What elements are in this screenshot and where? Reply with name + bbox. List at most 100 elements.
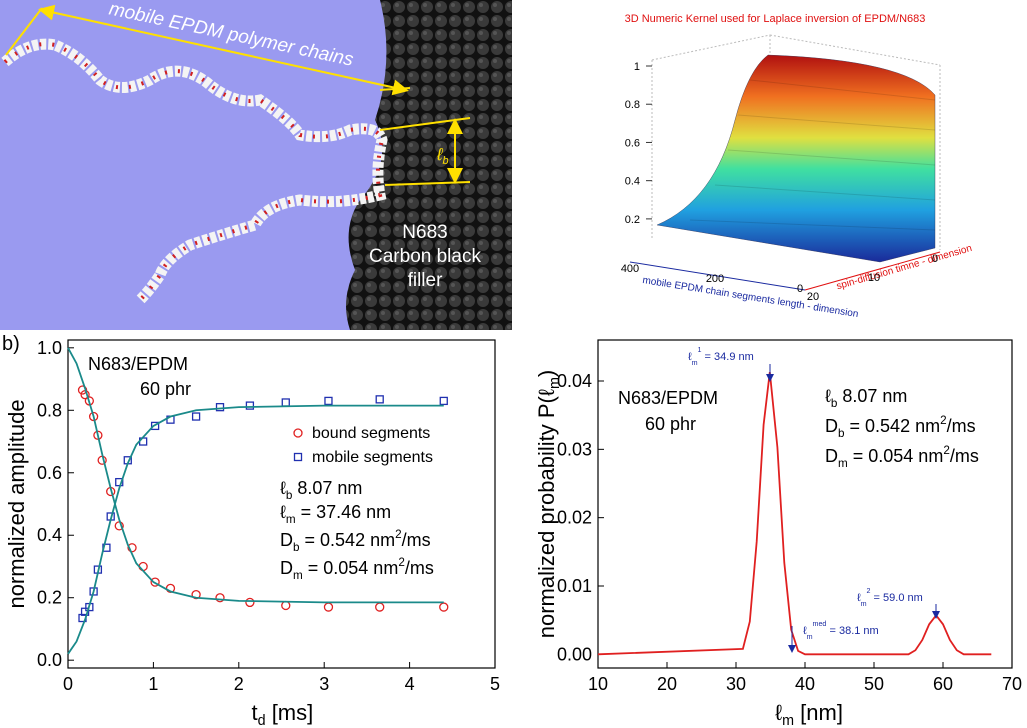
y-tick-label: 0.04 xyxy=(557,371,592,391)
x-tick-label: 50 xyxy=(864,674,884,694)
text-part: ℓ xyxy=(857,592,861,604)
text-part: ℓ xyxy=(775,700,783,725)
mesh-line xyxy=(737,114,936,131)
x-axis xyxy=(629,261,806,291)
annotation: 60 phr xyxy=(645,414,696,434)
subscript: b xyxy=(443,155,449,167)
box-edge xyxy=(651,34,771,61)
text-part: = 0.542 nm xyxy=(845,416,941,436)
annotation: ℓm1 = 34.9 nm xyxy=(688,346,754,367)
text-part: D xyxy=(280,530,293,550)
legend-marker xyxy=(293,428,303,438)
x-tick-label: 0 xyxy=(63,674,73,694)
point xyxy=(375,602,385,612)
text-part: ℓ xyxy=(688,351,692,363)
symbol: ℓ xyxy=(436,145,443,164)
sub: b xyxy=(293,541,300,554)
x-tick-label: 400 xyxy=(621,263,639,275)
mesh-line xyxy=(727,149,936,166)
thickness-label: ℓb xyxy=(436,145,449,167)
annotation: N683/EPDM xyxy=(618,388,718,408)
point xyxy=(439,396,448,406)
sup: 2 xyxy=(398,556,405,569)
annotation: Db = 0.542 nm2/ms xyxy=(280,528,431,554)
sub: m xyxy=(838,457,848,470)
text-part: 8.07 nm xyxy=(837,386,907,406)
z-tick-label: 0.8 xyxy=(625,99,640,111)
kernel-plot: 3D Numeric Kernel used for Laplace inver… xyxy=(621,13,974,320)
mesh-line xyxy=(749,79,936,101)
point xyxy=(281,600,291,611)
text-part: ℓ xyxy=(280,502,286,522)
text-part: D xyxy=(825,446,838,466)
text-part: ℓ xyxy=(280,478,286,498)
text-part: t xyxy=(252,700,258,725)
text-part: normalized amplitude xyxy=(4,399,29,608)
annotation: ℓm2 = 59.0 nm xyxy=(857,587,923,608)
text-part: = 0.542 nm xyxy=(300,530,396,550)
annotation: Dm = 0.054 nm2/ms xyxy=(280,556,434,582)
text-part: = 38.1 nm xyxy=(826,625,878,637)
sup: 2 xyxy=(943,444,950,457)
y-tick-label: 10 xyxy=(868,272,880,284)
point xyxy=(245,597,255,608)
sup: 2 xyxy=(867,587,871,595)
sub: b xyxy=(286,489,293,502)
x-tick-label: 10 xyxy=(588,674,608,694)
point xyxy=(439,602,449,612)
x-tick-label: 3 xyxy=(319,674,329,694)
sub: m xyxy=(807,633,813,641)
y-tick-label: 0.2 xyxy=(37,588,62,608)
text-part: 60 phr xyxy=(645,414,696,434)
annotation: td [ms] xyxy=(252,700,314,728)
text-part: = 0.054 nm xyxy=(303,558,399,578)
surface-mesh xyxy=(689,79,936,231)
surface xyxy=(656,54,936,263)
annotation: ℓm = 37.46 nm xyxy=(280,502,391,526)
text-part: ℓ xyxy=(825,386,831,406)
annotation: ℓb 8.07 nm xyxy=(825,386,907,410)
text-part: ℓ xyxy=(803,625,807,637)
y-tick-label: 1.0 xyxy=(37,338,62,358)
point xyxy=(127,543,137,553)
annotation: N683/EPDM xyxy=(88,354,188,374)
panel-label: b) xyxy=(2,333,20,355)
y-tick-label: 0.0 xyxy=(37,650,62,670)
x-tick-label: 200 xyxy=(706,273,724,285)
filler-label: filler xyxy=(408,270,444,291)
plot-frame xyxy=(67,339,496,669)
point xyxy=(375,395,384,404)
guide-line xyxy=(379,87,411,91)
y-tick-label: 20 xyxy=(807,291,819,303)
annotation: ℓmmed = 38.1 nm xyxy=(803,620,879,641)
x-tick-label: 0 xyxy=(797,283,803,295)
annotation: normalized amplitude xyxy=(4,399,29,608)
illustration: mobile EPDM polymer chains ℓb N683 Carbo… xyxy=(0,0,512,330)
z-tick-label: 0.4 xyxy=(625,176,640,188)
guide-line xyxy=(5,7,43,56)
sub: m xyxy=(692,359,698,367)
filler-label: Carbon black xyxy=(369,246,481,267)
y-tick-label: 0.8 xyxy=(37,400,62,420)
point xyxy=(324,396,333,406)
filler-label: N683 xyxy=(402,222,447,243)
x-tick-label: 5 xyxy=(490,674,500,694)
fit-line xyxy=(67,347,444,604)
text-part: normalized probability P(ℓ xyxy=(534,388,559,638)
point xyxy=(215,593,225,603)
y-tick-label: 0 xyxy=(932,253,938,265)
z-tick-label: 0.6 xyxy=(625,137,640,149)
legend-label: bound segments xyxy=(312,425,430,442)
annotation: 60 phr xyxy=(140,379,191,399)
text-part: [ms] xyxy=(266,700,314,725)
text-part: D xyxy=(280,558,293,578)
annotation: ℓb 8.07 nm xyxy=(280,478,362,502)
text-part: 60 phr xyxy=(140,379,191,399)
point xyxy=(323,602,334,612)
text-part: /ms xyxy=(950,446,979,466)
point xyxy=(150,577,160,587)
box-edge xyxy=(769,34,941,66)
y-tick-label: 0.03 xyxy=(557,439,592,459)
x-tick-label: 2 xyxy=(234,674,244,694)
